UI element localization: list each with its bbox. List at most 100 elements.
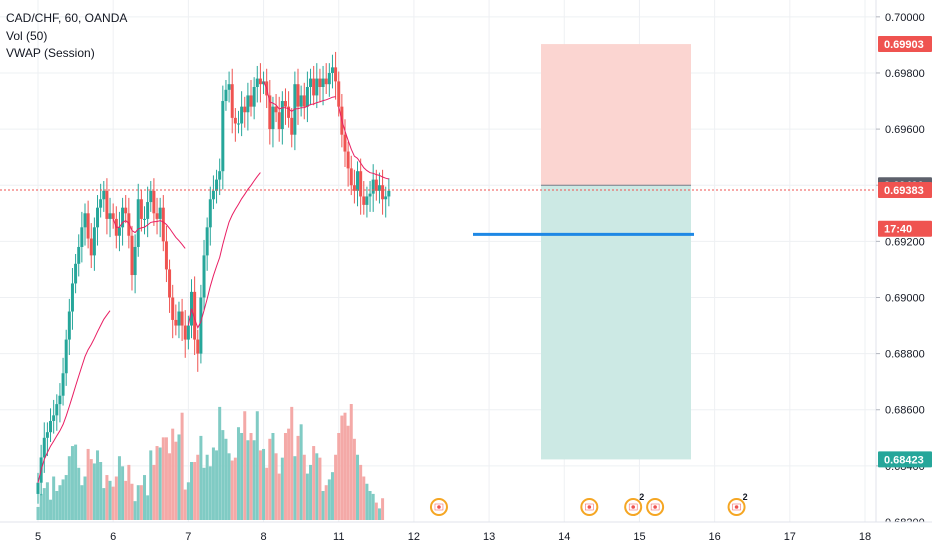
chart-legend[interactable]: CAD/CHF, 60, OANDA Vol (50) VWAP (Sessio… <box>6 11 127 60</box>
candle[interactable] <box>89 223 93 269</box>
candle[interactable] <box>196 329 200 372</box>
candle[interactable] <box>133 234 137 294</box>
candle[interactable] <box>58 383 62 423</box>
candle[interactable] <box>240 91 244 137</box>
candle[interactable] <box>174 304 178 336</box>
candle[interactable] <box>52 399 56 434</box>
candle[interactable] <box>105 178 109 235</box>
candle[interactable] <box>152 178 156 226</box>
candle[interactable] <box>36 472 40 504</box>
candle[interactable] <box>155 197 159 235</box>
candle[interactable] <box>343 119 347 167</box>
candle[interactable] <box>359 158 363 215</box>
candle[interactable] <box>346 141 350 187</box>
candle[interactable] <box>243 96 247 128</box>
candle[interactable] <box>74 253 78 294</box>
candle[interactable] <box>149 181 153 212</box>
price-tag[interactable]: 0.68423 <box>878 451 932 468</box>
candle[interactable] <box>324 63 328 95</box>
candle[interactable] <box>86 200 90 249</box>
candle[interactable] <box>221 85 225 190</box>
position-zones[interactable] <box>541 44 691 460</box>
candle[interactable] <box>249 79 253 117</box>
candle[interactable] <box>384 186 388 218</box>
candle[interactable] <box>352 169 356 204</box>
candle[interactable] <box>277 96 281 142</box>
candle[interactable] <box>99 183 103 218</box>
candle[interactable] <box>183 310 187 358</box>
candle[interactable] <box>211 175 215 210</box>
candle[interactable] <box>318 68 322 103</box>
candle[interactable] <box>305 71 309 123</box>
candle[interactable] <box>258 63 262 103</box>
candle[interactable] <box>334 51 338 100</box>
candle[interactable] <box>218 158 222 196</box>
candle[interactable] <box>330 54 334 89</box>
candle[interactable] <box>230 68 234 134</box>
candle[interactable] <box>280 91 284 145</box>
legend-volume[interactable]: Vol (50) <box>6 29 47 43</box>
candle[interactable] <box>92 217 96 271</box>
candle[interactable] <box>337 71 341 117</box>
candle[interactable] <box>168 259 172 313</box>
candle[interactable] <box>77 234 81 277</box>
event-flag-icon[interactable]: 2 <box>727 492 748 516</box>
candle[interactable] <box>377 172 381 204</box>
candle[interactable] <box>290 108 294 148</box>
candles[interactable] <box>36 51 391 504</box>
candle[interactable] <box>64 329 68 386</box>
candle[interactable] <box>199 284 203 364</box>
candle[interactable] <box>302 82 306 120</box>
price-tag[interactable]: 0.69903 <box>878 36 932 53</box>
candle[interactable] <box>368 181 372 212</box>
event-flag-icon[interactable]: 2 <box>624 492 644 516</box>
candle[interactable] <box>255 65 259 103</box>
candle[interactable] <box>61 357 65 406</box>
candle[interactable] <box>45 422 49 457</box>
candle[interactable] <box>55 394 59 431</box>
candle[interactable] <box>246 82 250 131</box>
candle[interactable] <box>177 301 181 339</box>
legend-vwap[interactable]: VWAP (Session) <box>6 46 95 60</box>
candle[interactable] <box>215 169 219 204</box>
candle[interactable] <box>96 195 100 246</box>
price-axis[interactable]: 0.700000.698000.696000.694000.692000.690… <box>875 0 932 529</box>
candle[interactable] <box>327 63 331 97</box>
candle[interactable] <box>283 88 287 125</box>
candle[interactable] <box>139 189 143 232</box>
candle[interactable] <box>186 315 190 350</box>
candle[interactable] <box>356 161 360 207</box>
candle[interactable] <box>80 211 84 263</box>
candle[interactable] <box>252 77 256 120</box>
candle[interactable] <box>299 85 303 117</box>
candle[interactable] <box>312 65 316 106</box>
price-tag[interactable]: 17:40 <box>878 220 932 237</box>
candle[interactable] <box>296 68 300 125</box>
take-profit-zone[interactable] <box>541 185 691 460</box>
candle[interactable] <box>158 197 162 238</box>
price-tag[interactable]: 0.69383 <box>878 181 932 198</box>
candle[interactable] <box>233 108 237 142</box>
candle[interactable] <box>202 239 206 311</box>
candle[interactable] <box>164 225 168 283</box>
candle[interactable] <box>362 181 366 215</box>
candle[interactable] <box>49 408 53 443</box>
candle[interactable] <box>102 181 106 212</box>
candle[interactable] <box>146 186 150 238</box>
candle[interactable] <box>117 211 121 252</box>
candle[interactable] <box>136 183 140 257</box>
candle[interactable] <box>124 195 128 224</box>
candle[interactable] <box>387 178 391 207</box>
candle[interactable] <box>268 79 272 145</box>
candle[interactable] <box>349 155 353 196</box>
candle[interactable] <box>83 203 87 246</box>
legend-symbol[interactable]: CAD/CHF, 60, OANDA <box>6 11 127 25</box>
candle[interactable] <box>108 197 112 238</box>
candle[interactable] <box>111 203 115 229</box>
event-flag-icon[interactable] <box>580 498 599 516</box>
candle[interactable] <box>193 276 197 356</box>
candle[interactable] <box>227 71 231 103</box>
candle[interactable] <box>371 164 375 212</box>
candle[interactable] <box>171 284 175 339</box>
